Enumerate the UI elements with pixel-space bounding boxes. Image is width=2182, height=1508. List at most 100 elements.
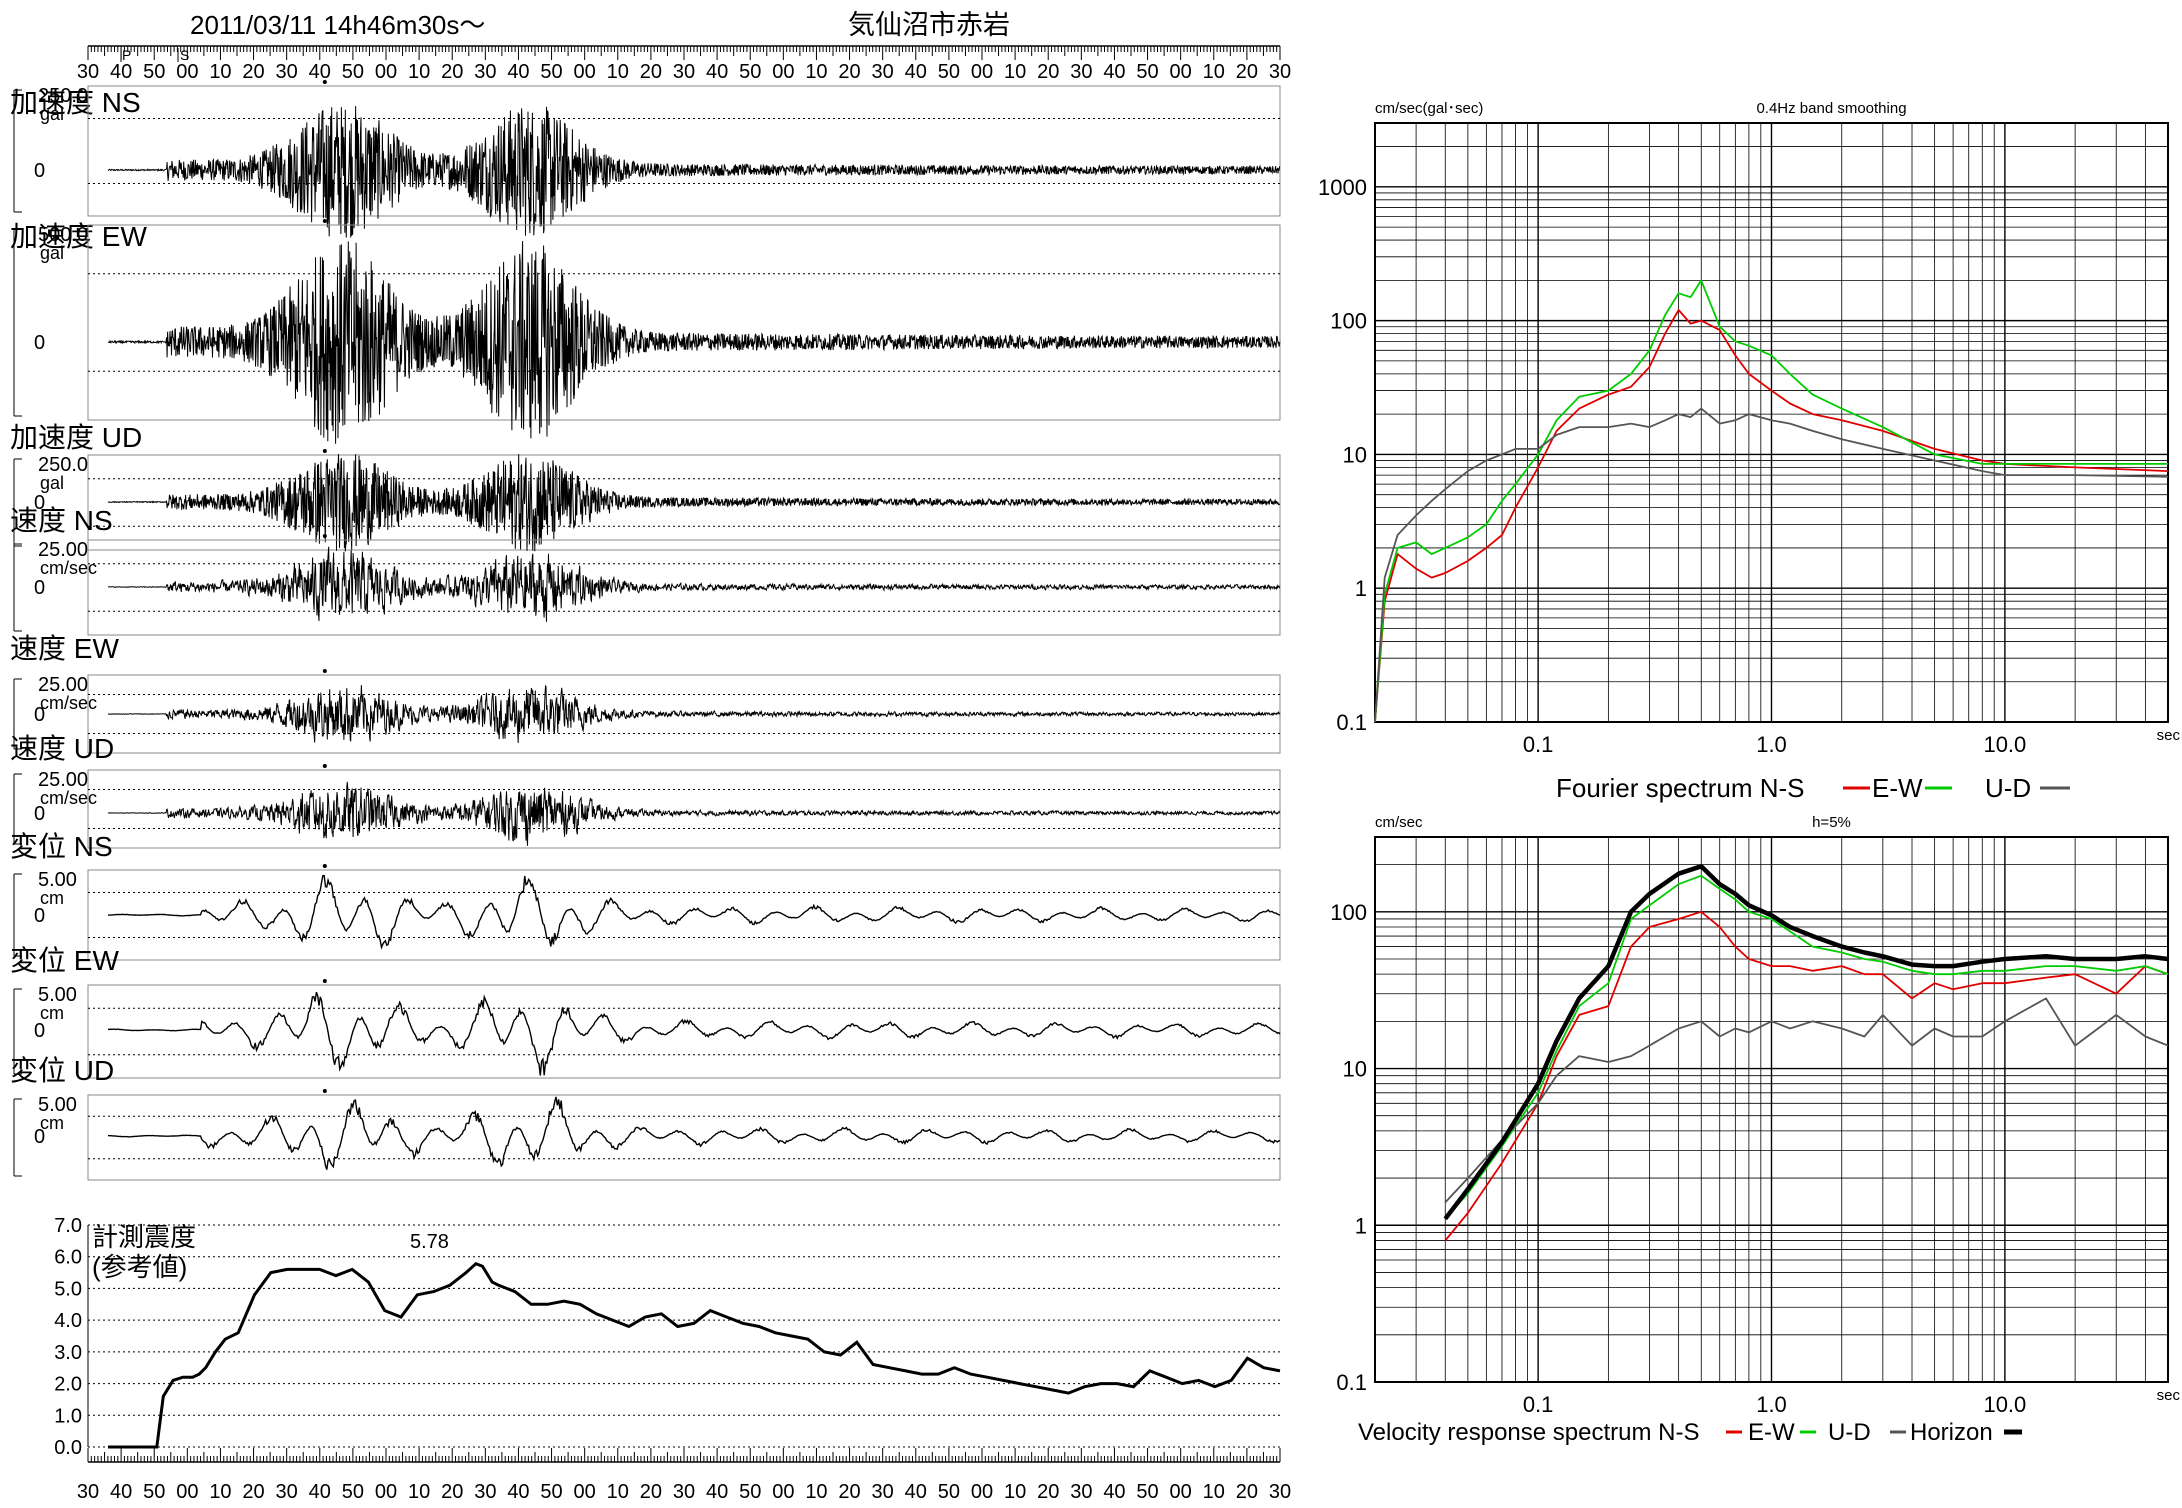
chart-note: 0.4Hz band smoothing — [1756, 100, 1906, 117]
time-tick-label: 20 — [242, 61, 264, 83]
time-tick-label: 30 — [77, 1481, 99, 1503]
time-axis-bottom: 30 40 50 00 10 20 30 40 50 00 10 20 30 40 50 00 10 20 30 40… — [77, 1448, 1291, 1503]
fourier-legend-ew: E-W — [1872, 773, 1923, 803]
time-tick-label: 20 — [1236, 61, 1258, 83]
time-tick-label: 20 — [838, 1481, 860, 1503]
time-tick-label: 00 — [574, 1481, 596, 1503]
scale-unit: cm/sec — [40, 558, 97, 578]
y-tick-label: 100 — [1330, 900, 1367, 925]
time-tick-label: 50 — [342, 1481, 364, 1503]
peak-marker — [322, 864, 327, 868]
y-tick-label: 0.1 — [1336, 1370, 1367, 1395]
scale-value: 5.00 — [38, 984, 77, 1006]
p-arrival-mark: P — [122, 47, 131, 63]
time-tick-label: 00 — [971, 61, 993, 83]
time-tick-label: 00 — [772, 1481, 794, 1503]
time-tick-label: 00 — [375, 1481, 397, 1503]
intensity-series-line — [108, 1261, 1281, 1449]
x-tick-label: 0.1 — [1523, 732, 1554, 757]
waveform-frame — [87, 85, 1281, 217]
time-tick-label: 50 — [739, 61, 761, 83]
scale-value: 500.0 — [38, 224, 88, 246]
fourier-spectrum-chart: 1000 100 10 1 0.1 0.1 1.0 10.0 sec cm/sec(gal･sec… — [1318, 100, 2180, 803]
time-tick-label: 00 — [772, 61, 794, 83]
series-line-e-w — [1444, 874, 2169, 1220]
time-tick-label: 40 — [309, 1481, 331, 1503]
y-tick-label: 1 — [1355, 576, 1367, 601]
waveform-title: 加速度 UD — [10, 422, 142, 453]
scale-unit: cm/sec — [40, 693, 97, 713]
waveform-frame — [87, 1094, 1281, 1181]
time-tick-label: 00 — [971, 1481, 993, 1503]
time-tick-label: 10 — [607, 1481, 629, 1503]
time-tick-label: 50 — [938, 61, 960, 83]
zero-label: 0 — [34, 1020, 45, 1042]
peak-marker — [322, 449, 327, 453]
intensity-y-tick: 3.0 — [54, 1342, 82, 1364]
waveform-title: 変位 EW — [10, 945, 119, 976]
time-tick-label: 50 — [143, 1481, 165, 1503]
zero-label: 0 — [34, 577, 45, 599]
y-tick-label: 10 — [1343, 442, 1367, 467]
time-tick-label: 50 — [540, 1481, 562, 1503]
waveform-title: 速度 EW — [10, 633, 119, 664]
intensity-y-tick: 4.0 — [54, 1310, 82, 1332]
waveform-trace — [107, 106, 1281, 238]
waveform-frame — [87, 674, 1281, 754]
time-tick-label: 20 — [640, 1481, 662, 1503]
x-tick-label: 10.0 — [1983, 1392, 2026, 1417]
intensity-chart: 7.0 6.0 5.0 4.0 3.0 2.0 1.0 0.0 計測震度(参考値) 5.78 — [54, 1215, 1281, 1459]
zero-label: 0 — [34, 803, 45, 825]
time-tick-label: 20 — [441, 1481, 463, 1503]
time-tick-label: 30 — [1070, 61, 1092, 83]
intensity-y-tick: 0.0 — [54, 1437, 82, 1459]
time-tick-label: 40 — [905, 1481, 927, 1503]
y-unit-label: cm/sec(gal･sec) — [1375, 100, 1483, 117]
time-tick-label: 40 — [309, 61, 331, 83]
peak-marker — [322, 669, 327, 673]
time-tick-label: 20 — [242, 1481, 264, 1503]
waveform-frame — [87, 224, 1281, 421]
series-line-n-s — [1444, 910, 2169, 1242]
time-tick-label: 50 — [938, 1481, 960, 1503]
waveform-trace — [107, 991, 1281, 1076]
zero-label: 0 — [34, 704, 45, 726]
peak-marker — [322, 979, 327, 983]
scale-value: 5.00 — [38, 1094, 77, 1116]
scale-unit: cm — [40, 888, 64, 908]
y-tick-label: 1000 — [1318, 175, 1367, 200]
time-tick-label: 10 — [1203, 61, 1225, 83]
intensity-subtitle: (参考値) — [92, 1252, 187, 1282]
time-tick-label: 00 — [1170, 61, 1192, 83]
fourier-legend-ns: Fourier spectrum N-S — [1556, 773, 1805, 803]
waveform-frame — [87, 984, 1281, 1079]
time-tick-label: 10 — [607, 61, 629, 83]
scale-value: 25.00 — [38, 674, 88, 696]
time-tick-label: 40 — [905, 61, 927, 83]
time-tick-label: 30 — [474, 61, 496, 83]
time-tick-label: 20 — [1037, 61, 1059, 83]
y-tick-label: 1 — [1355, 1213, 1367, 1238]
time-tick-label: 50 — [739, 1481, 761, 1503]
time-tick-label: 30 — [276, 1481, 298, 1503]
scale-unit: cm — [40, 1113, 64, 1133]
time-tick-label: 40 — [1103, 1481, 1125, 1503]
y-tick-label: 100 — [1330, 309, 1367, 334]
time-tick-label: 40 — [110, 1481, 132, 1503]
station-name: 気仙沼市赤岩 — [848, 10, 1010, 40]
time-tick-label: 00 — [176, 61, 198, 83]
time-tick-label: 00 — [574, 61, 596, 83]
time-tick-label: 30 — [77, 61, 99, 83]
time-tick-label: 30 — [1070, 1481, 1092, 1503]
zero-label: 0 — [34, 1126, 45, 1148]
waveform-frame — [87, 769, 1281, 849]
waveform-trace — [107, 874, 1281, 950]
time-tick-label: 30 — [474, 1481, 496, 1503]
fourier-legend-ud: U-D — [1985, 773, 2031, 803]
